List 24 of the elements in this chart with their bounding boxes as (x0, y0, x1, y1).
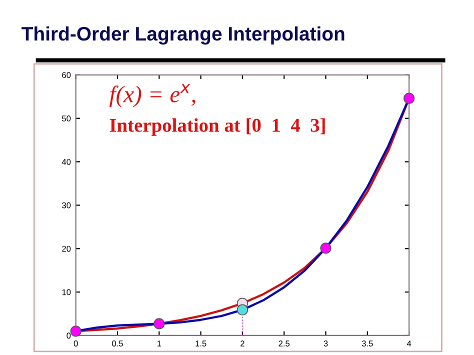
x-tick-label: 4 (406, 340, 412, 346)
point (70, 326, 82, 337)
y-tick-label: 0 (66, 332, 71, 339)
x-tick-label: 2.5 (278, 340, 290, 346)
y-tick-label: 30 (62, 202, 71, 208)
y-tick-label: 10 (62, 289, 71, 296)
chart-title: Third-Order Lagrange Interpolation (22, 26, 344, 45)
x-tick-label: 1.5 (196, 340, 206, 346)
x-tick-label: 2 (240, 340, 244, 346)
annotation: Interpolation at [0 1 4 3] (110, 118, 325, 136)
y-tick-label: 60 (62, 72, 71, 78)
x-tick-label: 0.5 (112, 340, 123, 346)
point (320, 242, 332, 254)
y-tick-label: 50 (62, 116, 71, 122)
x-tick-label: 1 (157, 340, 162, 346)
x-tick-label: 3.5 (362, 340, 373, 346)
x-tick-label: 3 (324, 340, 328, 346)
point (236, 304, 248, 316)
point (154, 318, 165, 330)
y-tick-label: 40 (62, 158, 71, 165)
x-tick-label: 0 (74, 340, 78, 346)
annotation: f(x) = e$^{x}$, (109, 84, 196, 108)
y-tick-label: 20 (62, 246, 71, 252)
point (403, 92, 415, 104)
